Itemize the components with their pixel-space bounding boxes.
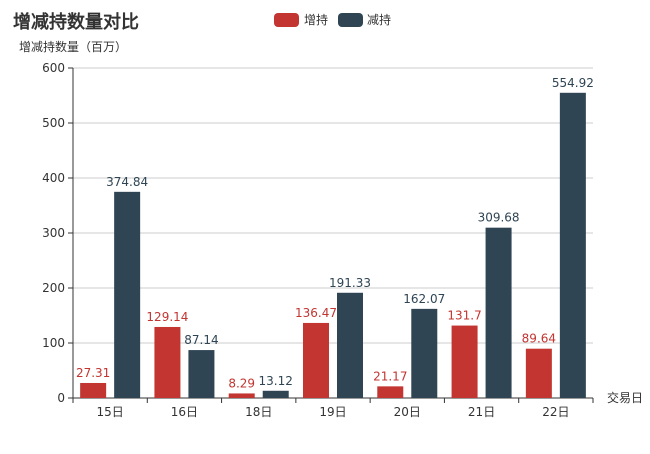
bar[interactable] xyxy=(337,292,363,398)
x-tick-label: 19日 xyxy=(319,405,346,419)
x-axis: 15日 16日 18日 19日 20日 21日 22日 xyxy=(72,397,594,419)
bar[interactable] xyxy=(411,308,438,398)
x-tick-label: 22日 xyxy=(542,405,569,419)
legend-item-decrease[interactable]: 减持 xyxy=(338,12,391,27)
bar[interactable] xyxy=(303,322,329,398)
chart-title: 增减持数量对比 xyxy=(13,11,139,33)
data-label: 129.14 xyxy=(146,310,188,324)
y-tick-label: 0 xyxy=(57,391,65,405)
y-tick-label: 400 xyxy=(42,171,65,185)
legend-swatch-decrease xyxy=(338,13,363,27)
x-axis-title: 交易日 xyxy=(607,390,643,405)
data-label: 162.07 xyxy=(403,292,445,306)
data-label: 554.92 xyxy=(552,76,594,90)
x-tick-label: 18日 xyxy=(245,405,272,419)
bar[interactable] xyxy=(377,386,404,398)
bars xyxy=(80,92,586,398)
bar[interactable] xyxy=(559,92,586,398)
data-label: 309.68 xyxy=(478,211,520,225)
data-label: 191.33 xyxy=(329,276,371,290)
y-tick-label: 600 xyxy=(42,61,65,75)
data-label: 374.84 xyxy=(106,175,148,189)
y-axis: 0 100 200 300 400 500 600 xyxy=(42,61,74,405)
bar[interactable] xyxy=(262,390,289,398)
y-tick-label: 500 xyxy=(42,116,65,130)
bar[interactable] xyxy=(188,350,215,398)
bar[interactable] xyxy=(80,382,107,398)
data-label: 89.64 xyxy=(522,332,556,346)
legend-item-increase[interactable]: 增持 xyxy=(274,12,328,27)
y-tick-label: 300 xyxy=(42,226,65,240)
x-tick-label: 21日 xyxy=(468,405,495,419)
data-label: 13.12 xyxy=(259,374,293,388)
grid-lines xyxy=(73,67,593,344)
y-tick-label: 100 xyxy=(42,336,65,350)
data-label: 136.47 xyxy=(295,306,337,320)
bar[interactable] xyxy=(485,227,512,398)
y-tick-label: 200 xyxy=(42,281,65,295)
bar[interactable] xyxy=(451,325,478,398)
legend[interactable]: 增持 减持 xyxy=(274,12,391,27)
y-axis-title: 增减持数量（百万） xyxy=(19,39,127,54)
data-label: 8.29 xyxy=(228,376,255,390)
x-tick-label: 16日 xyxy=(171,405,198,419)
x-tick-label: 15日 xyxy=(97,405,124,419)
bar[interactable] xyxy=(154,326,181,398)
bar[interactable] xyxy=(114,191,141,398)
data-label: 27.31 xyxy=(76,366,110,380)
data-labels: 27.31 129.14 8.29 136.47 21.17 131.7 89.64 374.… xyxy=(76,76,594,391)
legend-label-increase: 增持 xyxy=(304,12,328,27)
bar[interactable] xyxy=(525,348,552,398)
legend-swatch-increase xyxy=(274,13,299,27)
bar[interactable] xyxy=(228,393,255,398)
legend-label-decrease: 减持 xyxy=(367,12,391,27)
data-label: 21.17 xyxy=(373,369,407,383)
data-label: 131.7 xyxy=(447,309,481,323)
data-label: 87.14 xyxy=(184,333,218,347)
x-tick-label: 20日 xyxy=(394,405,421,419)
